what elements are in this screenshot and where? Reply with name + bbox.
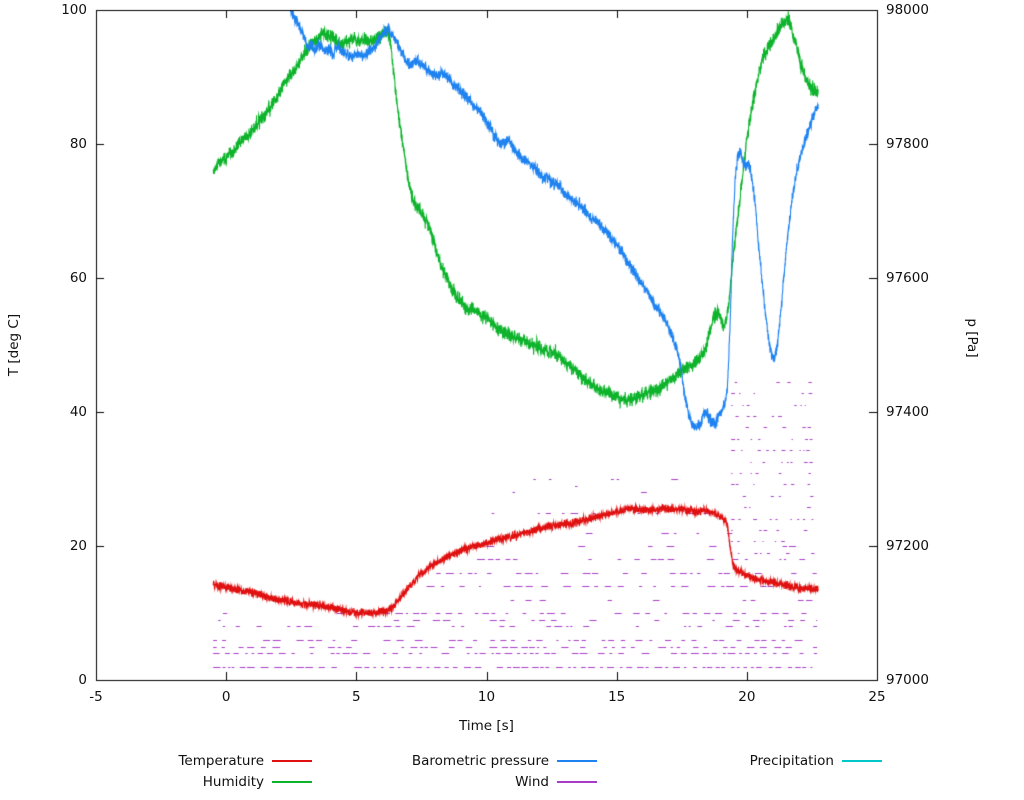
y-right-tick-label: 98000: [886, 2, 929, 18]
x-tick-label: 10: [477, 689, 496, 705]
x-axis-title: Time [s]: [459, 718, 514, 734]
x-tick-label: 20: [738, 689, 756, 705]
x-tick-label: 25: [868, 689, 886, 705]
legend-label-humidity: Humidity: [202, 773, 264, 790]
y-left-tick-label: 0: [78, 672, 87, 688]
legend-item-precipitation: Precipitation: [597, 750, 882, 771]
legend-item-wind: Wind: [312, 771, 597, 792]
y-left-tick-label: 100: [61, 2, 87, 18]
y-left-tick-label: 80: [69, 136, 87, 152]
y-left-tick-label: 40: [69, 404, 87, 420]
x-tick-label: 15: [608, 689, 626, 705]
x-tick-label: 0: [221, 689, 231, 705]
y-left-tick-label: 20: [69, 538, 87, 554]
y-left-tick-label: 60: [69, 270, 87, 286]
legend-label-temperature: Temperature: [178, 752, 264, 769]
legend-line-sample-humidity: [272, 780, 312, 783]
y-right-tick-label: 97800: [886, 136, 929, 152]
left-axis-title: T [deg C]: [6, 313, 22, 377]
y-right-tick-label: 97400: [886, 404, 929, 420]
legend-item-humidity: Humidity: [0, 771, 312, 792]
x-tick-label: 5: [352, 689, 361, 705]
legend-line-sample-temperature: [272, 759, 312, 762]
legend-label-barometric-pressure: Barometric pressure: [411, 752, 549, 769]
legend-line-sample-precipitation: [842, 759, 882, 762]
legend-label-precipitation: Precipitation: [749, 752, 834, 769]
y-right-tick-label: 97600: [886, 270, 929, 286]
legend-item-barometric-pressure: Barometric pressure: [312, 750, 597, 771]
x-tick-label: -5: [89, 689, 103, 705]
y-right-tick-label: 97200: [886, 538, 929, 554]
legend: Temperature Barometric pressure Precipit…: [0, 750, 1024, 792]
legend-line-sample-wind: [557, 780, 597, 783]
legend-line-sample-barometric-pressure: [557, 759, 597, 762]
y-right-tick-label: 97000: [886, 672, 929, 688]
legend-label-wind: Wind: [515, 773, 549, 790]
legend-item-temperature: Temperature: [0, 750, 312, 771]
right-axis-title: p [Pa]: [964, 318, 980, 358]
